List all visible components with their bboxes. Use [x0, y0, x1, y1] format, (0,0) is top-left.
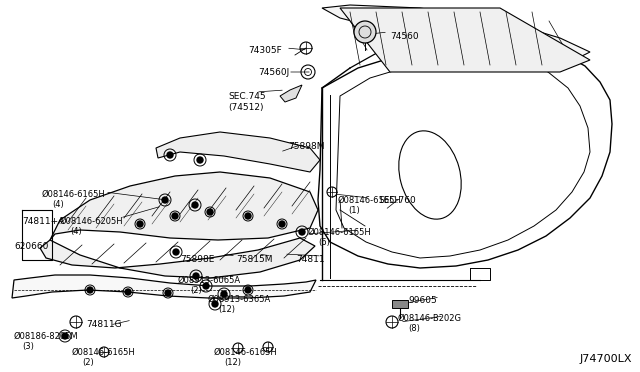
Text: Ø08913-6365A: Ø08913-6365A — [208, 295, 271, 304]
Text: J74700LX: J74700LX — [579, 354, 632, 364]
Text: (2): (2) — [82, 358, 93, 367]
Text: Ø08146-6165H: Ø08146-6165H — [214, 348, 278, 357]
Text: (74512): (74512) — [228, 103, 264, 112]
Text: (4): (4) — [70, 227, 82, 236]
Ellipse shape — [354, 21, 376, 43]
Circle shape — [245, 213, 251, 219]
Text: 74811+A: 74811+A — [22, 217, 64, 226]
Text: 74811G: 74811G — [86, 320, 122, 329]
Text: 74560: 74560 — [390, 32, 419, 41]
Polygon shape — [40, 238, 315, 278]
Polygon shape — [50, 172, 318, 240]
Text: 99605: 99605 — [408, 296, 436, 305]
Circle shape — [172, 213, 178, 219]
Circle shape — [212, 301, 218, 307]
Circle shape — [279, 221, 285, 227]
Text: Ø08146-6165H: Ø08146-6165H — [308, 228, 372, 237]
Polygon shape — [322, 5, 590, 62]
Polygon shape — [156, 132, 320, 172]
Circle shape — [125, 289, 131, 295]
Text: 74305F: 74305F — [248, 46, 282, 55]
Text: 75815M: 75815M — [236, 255, 273, 264]
Text: Ø08146-6165H: Ø08146-6165H — [42, 190, 106, 199]
Circle shape — [62, 333, 68, 339]
Text: Ø08146-6165H: Ø08146-6165H — [338, 196, 402, 205]
Text: 74560J: 74560J — [258, 68, 289, 77]
Polygon shape — [280, 85, 302, 102]
Text: Ø08146-B202G: Ø08146-B202G — [398, 314, 462, 323]
Text: Ø08146-6205H: Ø08146-6205H — [60, 217, 124, 226]
Circle shape — [167, 152, 173, 158]
Circle shape — [207, 209, 213, 215]
Polygon shape — [340, 8, 590, 72]
Text: (3): (3) — [22, 342, 34, 351]
Circle shape — [193, 273, 199, 279]
Circle shape — [197, 157, 203, 163]
Text: 75898M: 75898M — [288, 142, 324, 151]
Circle shape — [245, 287, 251, 293]
Polygon shape — [12, 275, 316, 298]
Circle shape — [299, 229, 305, 235]
Circle shape — [221, 291, 227, 297]
Text: (1): (1) — [348, 206, 360, 215]
Text: (6): (6) — [318, 238, 330, 247]
Text: (12): (12) — [224, 358, 241, 367]
Circle shape — [87, 287, 93, 293]
Circle shape — [203, 283, 209, 289]
Text: (4): (4) — [52, 200, 64, 209]
Text: SEC.760: SEC.760 — [378, 196, 416, 205]
Text: Ø08146-6165H: Ø08146-6165H — [72, 348, 136, 357]
Circle shape — [165, 290, 171, 296]
Text: 620660: 620660 — [14, 242, 49, 251]
Text: Ø08913-6065A: Ø08913-6065A — [178, 276, 241, 285]
Text: 74811: 74811 — [296, 255, 324, 264]
Text: (2): (2) — [190, 286, 202, 295]
Text: (8): (8) — [408, 324, 420, 333]
Circle shape — [162, 197, 168, 203]
Text: SEC.745: SEC.745 — [228, 92, 266, 101]
Circle shape — [137, 221, 143, 227]
Circle shape — [173, 249, 179, 255]
Text: Ø08186-8205M: Ø08186-8205M — [14, 332, 79, 341]
Text: 75898E: 75898E — [180, 255, 214, 264]
Polygon shape — [392, 300, 408, 308]
Circle shape — [192, 202, 198, 208]
Text: (12): (12) — [218, 305, 235, 314]
